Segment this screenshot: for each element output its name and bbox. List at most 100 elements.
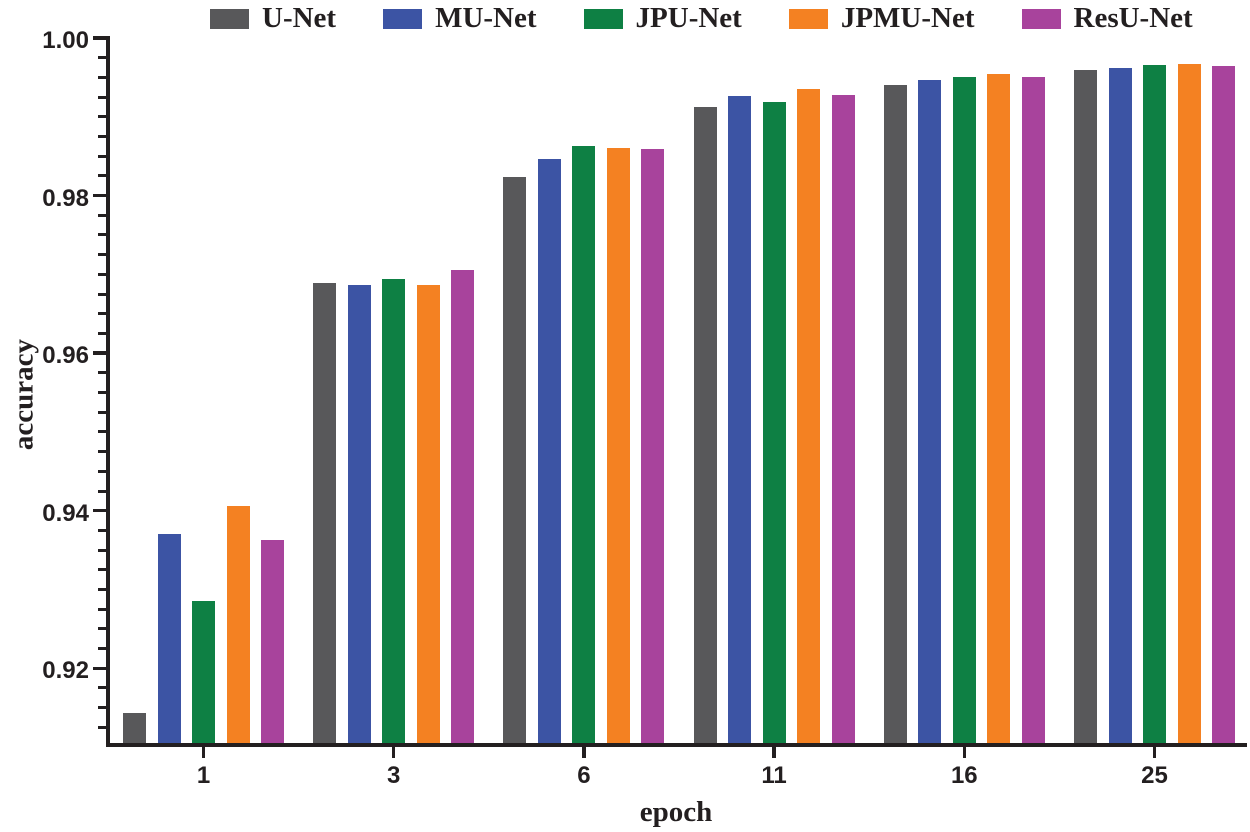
- bar-mu-net-epoch-11: [728, 96, 752, 743]
- bar-u-net-epoch-1: [123, 713, 146, 743]
- y-major-tick: [93, 508, 106, 513]
- y-minor-tick: [98, 95, 106, 99]
- y-minor-tick: [98, 213, 106, 217]
- legend-item: JPMU-Net: [788, 2, 975, 34]
- bar-jpu-net-epoch-11: [762, 101, 786, 743]
- x-tick: [1152, 747, 1157, 758]
- bar-mu-net-epoch-16: [918, 79, 942, 743]
- y-major-tick: [93, 666, 106, 670]
- bar-u-net-epoch-11: [693, 107, 717, 743]
- bar-resu-net-epoch-16: [1021, 77, 1045, 743]
- y-minor-tick: [98, 253, 106, 257]
- y-tick-label: 0.98: [42, 184, 89, 212]
- y-minor-tick: [98, 528, 106, 532]
- bar-jpmu-net-epoch-16: [987, 74, 1011, 743]
- x-tick: [772, 747, 776, 758]
- y-minor-tick: [98, 410, 106, 414]
- bar-jpu-net-epoch-1: [192, 600, 215, 743]
- y-tick-label: 0.96: [42, 342, 89, 370]
- bar-jpmu-net-epoch-11: [797, 89, 821, 743]
- bar-jpmu-net-epoch-1: [226, 505, 250, 743]
- y-minor-tick: [98, 430, 106, 434]
- y-minor-tick: [98, 174, 106, 178]
- y-minor-tick: [98, 647, 106, 650]
- legend-swatch-icon: [583, 8, 623, 29]
- y-tick-label: 0.92: [42, 657, 89, 685]
- legend-label: MU-Net: [435, 2, 537, 34]
- y-minor-tick: [98, 56, 106, 60]
- x-tick-label: 16: [950, 762, 978, 789]
- bar-jpu-net-epoch-25: [1143, 64, 1166, 743]
- bar-resu-net-epoch-3: [451, 269, 475, 743]
- bar-mu-net-epoch-1: [157, 534, 181, 743]
- y-minor-tick: [98, 312, 106, 316]
- y-tick-label: 1.00: [42, 27, 89, 54]
- y-tick-label: 0.94: [42, 499, 89, 527]
- bar-mu-net-epoch-6: [537, 159, 561, 743]
- y-minor-tick: [98, 706, 106, 710]
- y-minor-tick: [98, 627, 106, 631]
- y-minor-tick: [98, 371, 106, 375]
- bar-u-net-epoch-16: [883, 84, 907, 743]
- x-tick-label: 6: [577, 762, 591, 789]
- legend-label: ResU-Net: [1073, 2, 1193, 34]
- bar-jpu-net-epoch-6: [572, 145, 596, 743]
- y-major-tick: [93, 193, 106, 198]
- y-minor-tick: [98, 115, 106, 119]
- y-minor-tick: [98, 607, 106, 611]
- legend-item: MU-Net: [383, 2, 537, 34]
- x-axis-spine: [106, 743, 1247, 747]
- bar-resu-net-epoch-25: [1212, 65, 1235, 743]
- x-tick-label: 3: [387, 762, 401, 789]
- bar-resu-net-epoch-11: [831, 94, 855, 743]
- bar-mu-net-epoch-25: [1108, 67, 1132, 743]
- y-minor-tick: [98, 725, 106, 729]
- legend: U-Net MU-Net JPU-Net JPMU-Net ResU-Net: [210, 4, 1193, 33]
- bar-u-net-epoch-25: [1074, 70, 1097, 743]
- bar-jpmu-net-epoch-3: [416, 285, 440, 743]
- bar-jpu-net-epoch-3: [382, 279, 406, 743]
- y-minor-tick: [98, 568, 106, 572]
- legend-label: JPU-Net: [635, 2, 742, 34]
- bar-jpmu-net-epoch-6: [606, 148, 630, 743]
- y-major-tick: [93, 351, 106, 355]
- x-tick-label: 1: [196, 762, 211, 789]
- x-tick: [391, 747, 396, 758]
- bar-resu-net-epoch-6: [641, 149, 665, 743]
- x-tick-label: 25: [1141, 762, 1168, 789]
- legend-swatch-icon: [210, 8, 249, 29]
- y-minor-tick: [98, 331, 106, 335]
- y-minor-tick: [98, 292, 106, 296]
- x-tick: [201, 747, 206, 758]
- y-minor-tick: [98, 587, 106, 591]
- legend-item: U-Net: [210, 4, 336, 33]
- y-minor-tick: [98, 391, 106, 394]
- y-major-tick: [93, 36, 106, 40]
- bar-resu-net-epoch-1: [261, 539, 284, 743]
- y-minor-tick: [98, 75, 106, 79]
- bar-u-net-epoch-6: [503, 176, 527, 743]
- legend-swatch-icon: [383, 8, 423, 29]
- legend-label: U-Net: [262, 2, 337, 34]
- y-minor-tick: [98, 135, 106, 138]
- bar-mu-net-epoch-3: [347, 285, 371, 743]
- x-tick: [962, 747, 966, 758]
- legend-item: ResU-Net: [1021, 2, 1193, 34]
- legend-label: JPMU-Net: [840, 2, 975, 34]
- x-axis-title: epoch: [639, 796, 713, 828]
- y-minor-tick: [98, 469, 106, 473]
- legend-item: JPU-Net: [583, 2, 742, 34]
- y-minor-tick: [98, 686, 106, 690]
- bar-u-net-epoch-3: [313, 283, 337, 743]
- y-minor-tick: [98, 489, 106, 493]
- x-tick-label: 11: [761, 762, 787, 789]
- legend-swatch-icon: [1021, 8, 1061, 29]
- y-minor-tick: [98, 450, 106, 454]
- bar-jpmu-net-epoch-25: [1177, 64, 1201, 743]
- y-minor-tick: [98, 233, 106, 237]
- y-minor-tick: [98, 548, 106, 552]
- y-axis-spine: [106, 36, 110, 747]
- y-minor-tick: [98, 154, 106, 158]
- legend-swatch-icon: [788, 8, 828, 29]
